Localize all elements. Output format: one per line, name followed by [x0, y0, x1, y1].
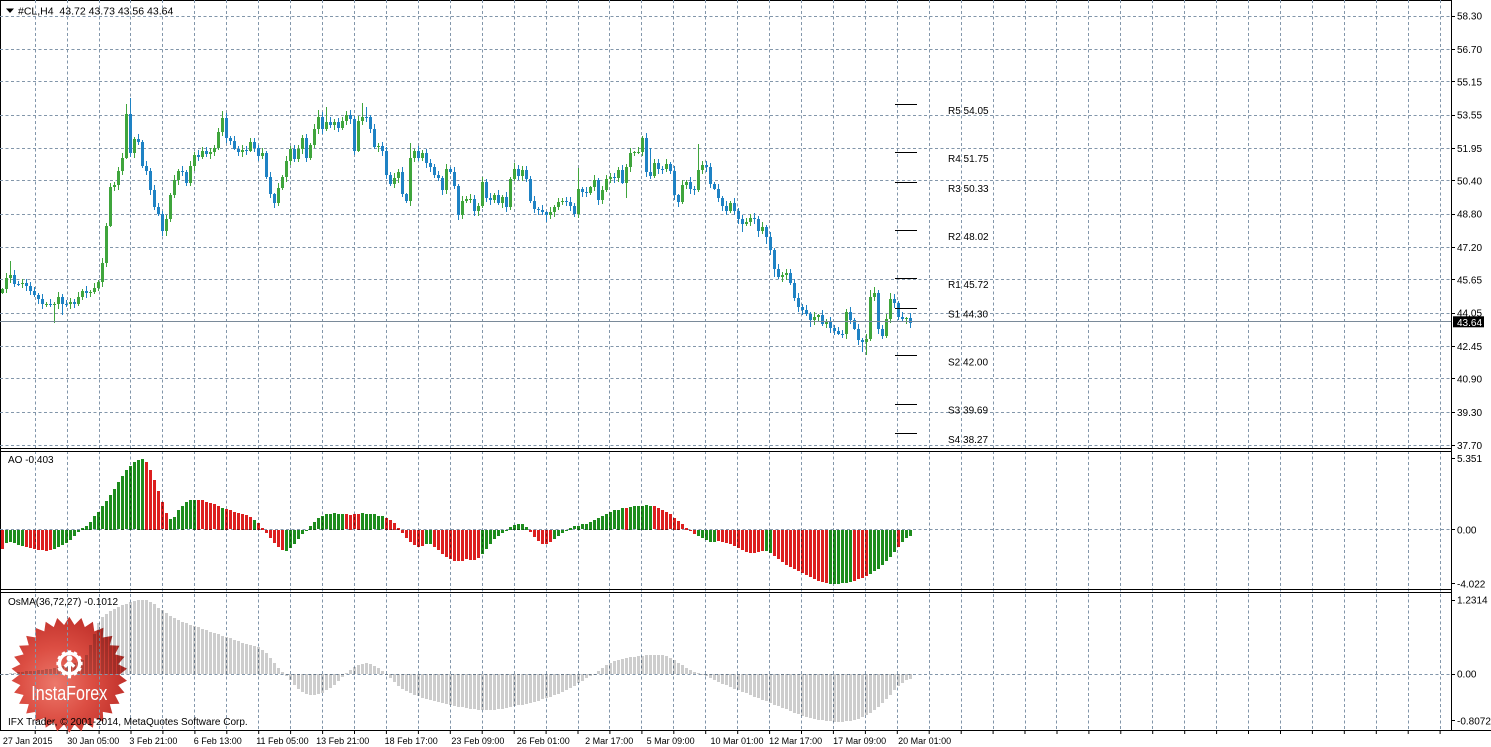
svg-text:39.30: 39.30 — [1457, 408, 1482, 419]
svg-text:43.64: 43.64 — [1457, 318, 1482, 329]
svg-text:5.351: 5.351 — [1457, 454, 1482, 465]
svg-text:5 Mar 09:00: 5 Mar 09:00 — [647, 736, 695, 746]
svg-text:23 Feb 09:00: 23 Feb 09:00 — [451, 736, 504, 746]
svg-text:-4.022: -4.022 — [1457, 579, 1486, 590]
svg-text:56.70: 56.70 — [1457, 45, 1482, 56]
svg-text:-0.8072: -0.8072 — [1457, 716, 1491, 727]
svg-text:InstaForex: InstaForex — [31, 683, 107, 705]
svg-text:48.80: 48.80 — [1457, 210, 1482, 221]
svg-text:#CL,H4 43.72 43.73 43.56 43.6: #CL,H4 43.72 43.73 43.56 43.64 — [18, 6, 173, 18]
svg-text:S4 38.27: S4 38.27 — [948, 435, 988, 446]
svg-text:R4 51.75: R4 51.75 — [948, 154, 989, 165]
svg-text:58.30: 58.30 — [1457, 12, 1482, 23]
svg-text:2 Mar 17:00: 2 Mar 17:00 — [585, 736, 633, 746]
svg-text:13 Feb 21:00: 13 Feb 21:00 — [316, 736, 369, 746]
svg-text:1.2314: 1.2314 — [1457, 596, 1488, 607]
svg-text:R1 45.72: R1 45.72 — [948, 280, 989, 291]
svg-text:0.00: 0.00 — [1457, 525, 1477, 536]
svg-text:AO -0.403: AO -0.403 — [8, 455, 54, 466]
svg-text:53.55: 53.55 — [1457, 111, 1482, 122]
svg-text:0.00: 0.00 — [1457, 670, 1477, 681]
svg-text:30 Jan 05:00: 30 Jan 05:00 — [67, 736, 119, 746]
svg-text:IFX Trader, © 2001-2014, MetaQ: IFX Trader, © 2001-2014, MetaQuotes Soft… — [8, 717, 248, 728]
svg-text:OsMA(36,72,27) -0.1012: OsMA(36,72,27) -0.1012 — [8, 597, 118, 608]
svg-text:42.45: 42.45 — [1457, 342, 1482, 353]
svg-text:27 Jan 2015: 27 Jan 2015 — [3, 736, 53, 746]
svg-text:S1 44.30: S1 44.30 — [948, 310, 988, 321]
svg-text:R3 50.33: R3 50.33 — [948, 184, 989, 195]
svg-text:12 Mar 17:00: 12 Mar 17:00 — [769, 736, 822, 746]
svg-text:11 Feb 05:00: 11 Feb 05:00 — [256, 736, 308, 746]
svg-text:20 Mar 01:00: 20 Mar 01:00 — [898, 736, 951, 746]
svg-text:26 Feb 01:00: 26 Feb 01:00 — [517, 736, 570, 746]
svg-text:3 Feb 21:00: 3 Feb 21:00 — [129, 736, 177, 746]
svg-text:17 Mar 09:00: 17 Mar 09:00 — [833, 736, 886, 746]
svg-text:S2 42.00: S2 42.00 — [948, 358, 988, 369]
svg-text:45.65: 45.65 — [1457, 275, 1482, 286]
svg-text:51.95: 51.95 — [1457, 144, 1482, 155]
svg-text:44.05: 44.05 — [1457, 309, 1482, 320]
svg-text:50.40: 50.40 — [1457, 176, 1482, 187]
svg-text:47.20: 47.20 — [1457, 243, 1482, 254]
svg-text:18 Feb 17:00: 18 Feb 17:00 — [385, 736, 438, 746]
svg-text:R2 48.02: R2 48.02 — [948, 232, 989, 243]
svg-text:37.70: 37.70 — [1457, 441, 1482, 452]
svg-text:R5 54.05: R5 54.05 — [948, 106, 989, 117]
svg-text:40.90: 40.90 — [1457, 374, 1482, 385]
svg-text:55.15: 55.15 — [1457, 77, 1482, 88]
svg-text:S3 39.69: S3 39.69 — [948, 406, 988, 417]
svg-text:10 Mar 01:00: 10 Mar 01:00 — [710, 736, 763, 746]
svg-text:6 Feb 13:00: 6 Feb 13:00 — [194, 736, 242, 746]
